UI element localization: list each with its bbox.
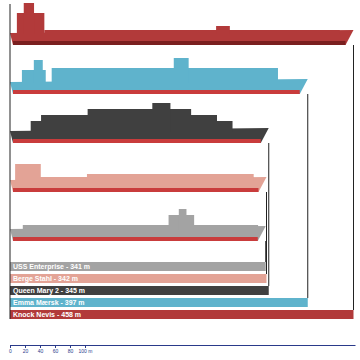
ship-superstructure [52,68,278,83]
ship-silhouette [10,58,308,94]
ship-superstructure [24,3,34,34]
x-axis: 0 20 40 60 80 100 m [9,345,355,354]
bar-label: Queen Mary 2 - 345 m [13,287,85,295]
ship-superstructure [179,209,187,230]
bar-labels: USS Enterprise - 341 m Berge Stahl - 342 … [13,263,90,318]
ship-hull [10,226,266,241]
tick-label: 100 m [79,348,93,354]
ship-waterline [13,41,346,45]
ship-silhouette [10,103,269,143]
bar [10,310,354,319]
tick: 40 [38,345,44,354]
bar [10,286,269,295]
bar-label: Knock Nevis - 458 m [13,311,81,318]
tick: 20 [23,345,29,354]
ship-silhouette [10,209,266,241]
connector-line [268,143,269,286]
ship-superstructure [216,26,230,34]
ship-superstructure [88,109,192,132]
tick: 80 [68,345,74,354]
marks [10,3,354,319]
ship-hull [10,30,354,45]
bar-label: Emma Mærsk - 397 m [13,299,85,306]
frame-line [10,4,11,319]
bar [10,262,266,271]
tick-label: 60 [53,348,59,354]
ship-waterline [13,237,258,241]
tick: 60 [53,345,59,354]
chart: USS Enterprise - 341 m Berge Stahl - 342 … [0,0,360,360]
connector-line [266,192,267,274]
axis-line [11,345,356,346]
bar [10,274,267,283]
tick-label: 80 [68,348,74,354]
ship-superstructure [23,225,258,230]
tick-label: 20 [23,348,29,354]
ship-waterline [13,90,300,94]
ship-waterline [13,139,261,143]
tick-label: 40 [38,348,44,354]
connector-line [353,45,354,310]
bar [10,298,308,307]
ship-superstructure [44,30,339,34]
ship-silhouette [10,3,354,45]
ship-superstructure [152,103,170,132]
ship-silhouette [10,164,267,192]
tick: 100 m [79,345,93,354]
connector-line [307,94,308,298]
tick: 0 [9,345,12,354]
ship-superstructure [34,60,43,83]
ship-superstructure [174,58,189,83]
bar-label: USS Enterprise - 341 m [13,263,90,271]
ship-superstructure [87,174,254,181]
bar-label: Berge Stahl - 342 m [13,275,78,283]
ship-waterline [13,188,259,192]
tick-label: 0 [9,348,12,354]
